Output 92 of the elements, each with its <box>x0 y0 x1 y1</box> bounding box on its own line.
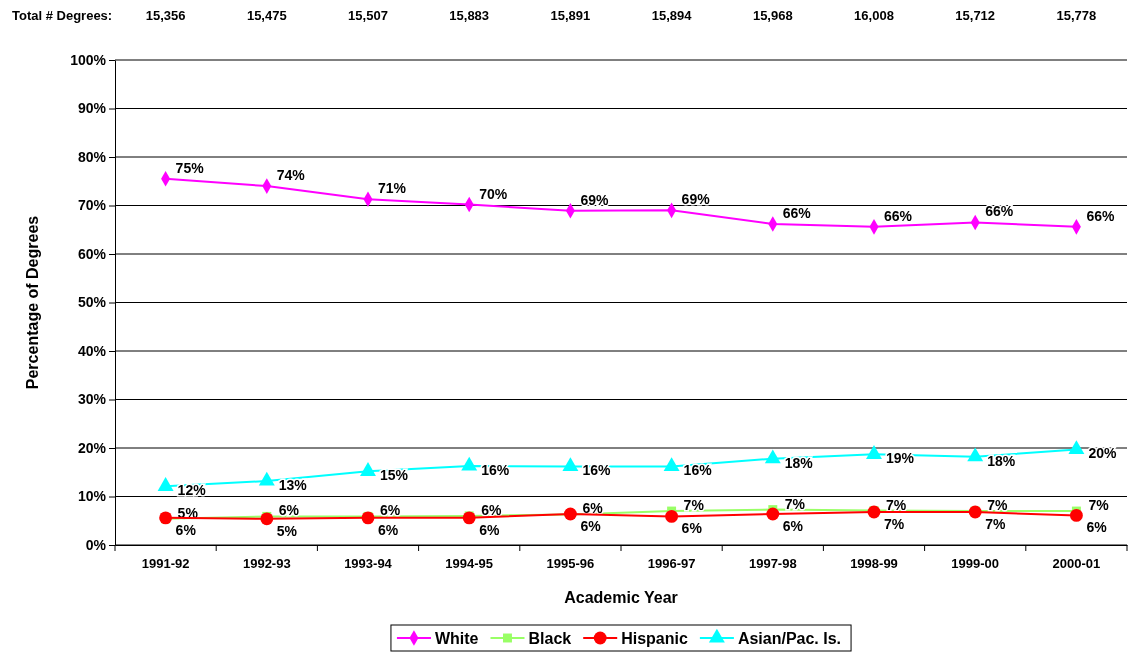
data-label: 6% <box>378 521 399 538</box>
data-label: 74% <box>276 167 306 184</box>
data-label: 66% <box>782 204 812 221</box>
y-tick-label: 100% <box>70 51 107 68</box>
x-tick-label: 1993-94 <box>344 556 393 572</box>
x-axis-title: Academic Year <box>564 589 678 606</box>
data-label: 6% <box>580 517 602 534</box>
text: 15,894 <box>651 8 693 23</box>
y-tick-label: 0% <box>85 536 107 553</box>
data-label: 7% <box>1088 497 1110 514</box>
data-label: 6% <box>681 520 703 537</box>
data-label: 6% <box>380 502 401 519</box>
x-tick-label: 1992-93 <box>242 556 291 572</box>
point <box>1068 440 1085 455</box>
data-label: 75% <box>175 159 205 176</box>
text: 15,356 <box>145 8 186 23</box>
data-label: 66% <box>1086 207 1115 224</box>
data-label: 6% <box>175 521 197 538</box>
x-tick-label: 1997-98 <box>748 556 797 572</box>
data-label: 69% <box>681 191 711 208</box>
y-tick-label: 30% <box>77 391 107 408</box>
x-tick-label: 1994-95 <box>445 556 494 572</box>
data-label: 18% <box>987 452 1016 469</box>
point <box>665 509 679 523</box>
x-tick-label: 1996-97 <box>647 556 696 572</box>
point <box>461 456 478 471</box>
y-tick-label: 20% <box>77 439 107 456</box>
data-label: 7% <box>884 516 905 533</box>
data-label: 66% <box>985 203 1014 220</box>
legend-label: Hispanic <box>621 630 688 647</box>
data-label: 66% <box>884 207 913 224</box>
data-label: 6% <box>481 501 502 518</box>
x-tick-label: 1995-96 <box>546 556 595 572</box>
text: 15,712 <box>955 8 996 23</box>
x-tick-label: 1998-99 <box>850 556 898 572</box>
point <box>562 457 579 472</box>
data-label: 16% <box>683 462 713 479</box>
y-tick-label: 90% <box>77 100 107 117</box>
x-tick-label: 1991-92 <box>141 556 190 572</box>
y-tick-label: 50% <box>77 294 107 311</box>
x-tick-label: 1999-00 <box>951 556 1000 572</box>
point <box>1069 508 1083 522</box>
data-label: 16% <box>582 462 611 479</box>
data-label: 12% <box>177 482 207 499</box>
y-tick-label: 60% <box>77 245 107 262</box>
point <box>663 457 680 472</box>
data-label: 13% <box>278 476 308 493</box>
y-tick-label: 70% <box>77 197 107 214</box>
point <box>766 507 780 521</box>
point <box>360 462 376 476</box>
data-label: 6% <box>278 502 300 519</box>
point <box>967 447 984 462</box>
point <box>260 512 274 526</box>
data-label: 20% <box>1088 445 1117 462</box>
data-label: 6% <box>782 517 804 534</box>
text: 15,475 <box>246 8 287 23</box>
data-label: 5% <box>276 522 298 539</box>
data-label: 7% <box>985 516 1006 533</box>
y-tick-label: 40% <box>77 342 107 359</box>
data-label: 7% <box>886 496 907 513</box>
data-label: 15% <box>380 467 409 484</box>
data-label: 6% <box>582 500 604 517</box>
text: 15,883 <box>449 8 490 23</box>
y-axis-title: Percentage of Degrees <box>24 215 41 390</box>
data-label: 69% <box>580 191 609 208</box>
data-label: 7% <box>987 497 1008 514</box>
data-label: 6% <box>479 521 500 538</box>
point <box>258 471 275 486</box>
text: 15,507 <box>348 8 388 23</box>
point <box>462 511 476 525</box>
text: 15,778 <box>1056 8 1097 23</box>
text: 15,968 <box>752 8 793 23</box>
point <box>764 449 781 464</box>
data-label: 7% <box>683 497 705 514</box>
text: 16,008 <box>854 8 894 23</box>
data-label: 70% <box>479 185 508 202</box>
legend-label: White <box>434 630 479 647</box>
y-tick-label: 10% <box>77 488 107 505</box>
data-label: 71% <box>378 180 407 197</box>
text: Total # Degrees: <box>12 8 113 23</box>
legend-label: Asian/Pac. Is. <box>737 630 842 647</box>
point <box>866 445 882 459</box>
data-label: 6% <box>1086 519 1108 536</box>
y-tick-label: 80% <box>77 148 107 165</box>
point <box>361 511 375 525</box>
point <box>157 477 174 491</box>
legend-label: Black <box>528 630 572 647</box>
data-label: 18% <box>784 454 814 471</box>
text: 15,891 <box>550 8 591 23</box>
data-label: 7% <box>784 495 806 512</box>
x-tick-label: 2000-01 <box>1052 556 1101 572</box>
data-label: 16% <box>481 461 510 478</box>
